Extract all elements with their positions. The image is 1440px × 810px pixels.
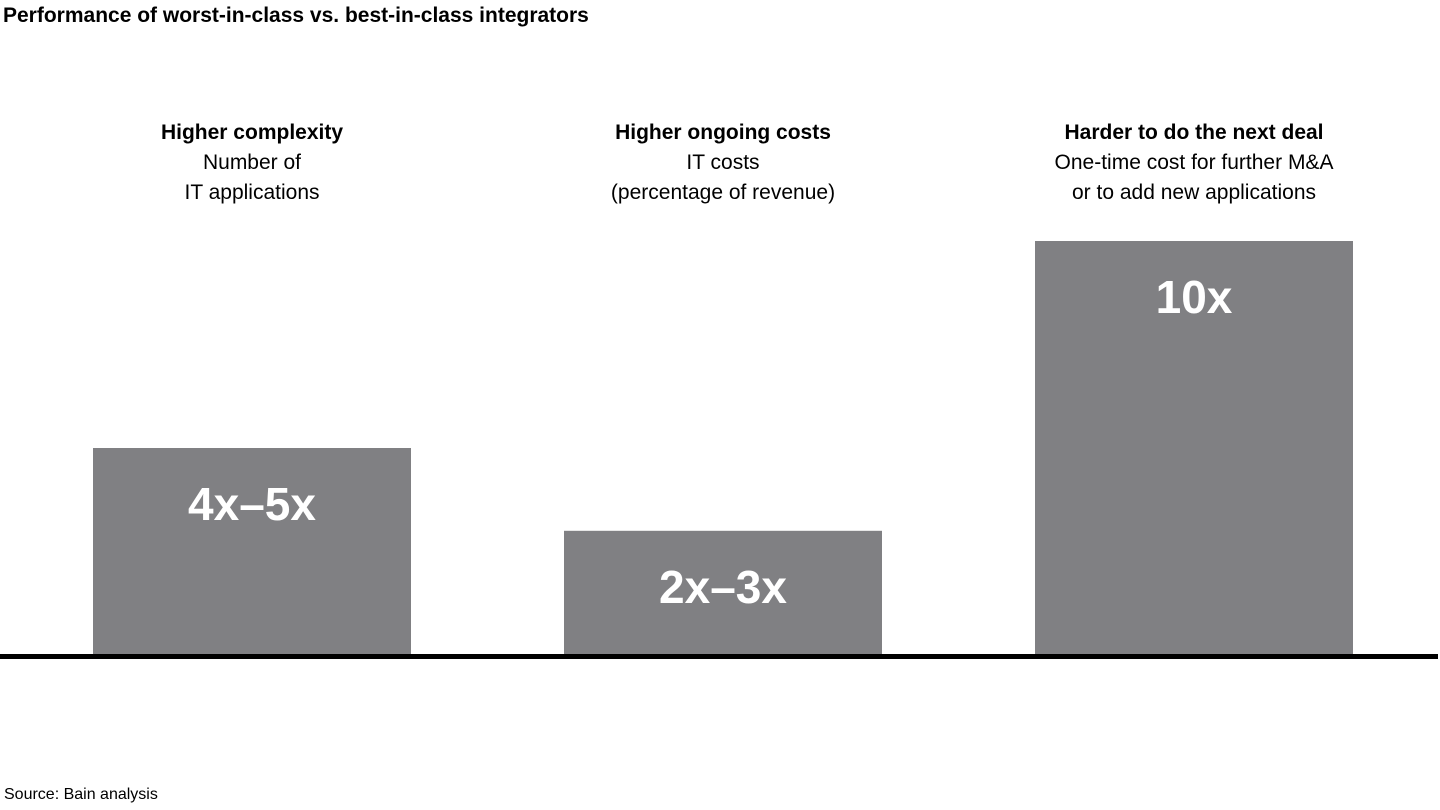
category-heading: Higher complexity bbox=[160, 121, 344, 144]
category-heading: Higher ongoing costs bbox=[615, 121, 831, 144]
category-subtitle: Number of IT applications bbox=[184, 151, 320, 204]
bar bbox=[1035, 241, 1353, 655]
data-label: 4x–5x bbox=[188, 478, 316, 530]
source-note: Source: Bain analysis bbox=[4, 786, 158, 803]
bar bbox=[564, 530, 882, 655]
data-label: 2x–3x bbox=[659, 561, 787, 613]
category-heading: Harder to do the next deal bbox=[1064, 121, 1324, 144]
category-header-complexity: Higher complexity Number of IT applicati… bbox=[42, 118, 462, 208]
data-label: 10x bbox=[1156, 271, 1233, 323]
category-subtitle: One-time cost for further M&A or to add … bbox=[1054, 151, 1334, 204]
category-header-next-deal: Harder to do the next deal One-time cost… bbox=[984, 118, 1404, 208]
baseline-axis bbox=[0, 654, 1438, 659]
category-header-ongoing-costs: Higher ongoing costs IT costs (percentag… bbox=[513, 118, 933, 208]
chart-title: Performance of worst-in-class vs. best-i… bbox=[3, 4, 589, 27]
category-subtitle: IT costs (percentage of revenue) bbox=[610, 151, 836, 204]
bar bbox=[93, 448, 411, 655]
